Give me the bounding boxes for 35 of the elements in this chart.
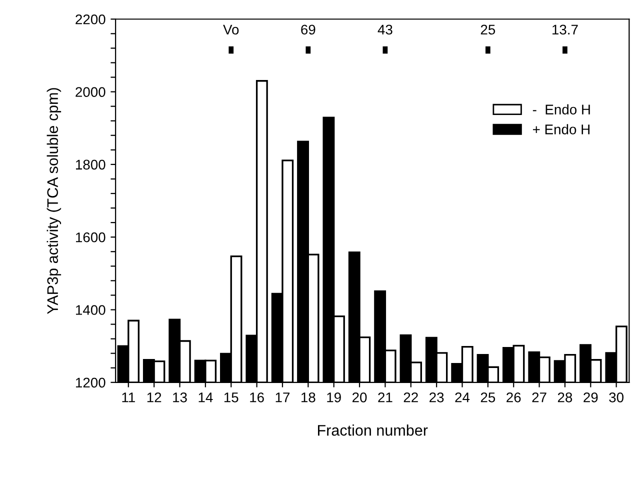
x-tick-label: 15 (224, 392, 238, 402)
x-tick-label: 25 (480, 392, 496, 402)
x-tick-label: 16 (250, 392, 264, 402)
ref-line-label: 13.7 (552, 24, 578, 35)
y-tick-label: 1400 (76, 305, 106, 315)
x-tick-label: 22 (404, 392, 418, 402)
ref-line-label: 25 (480, 24, 496, 35)
x-tick-label: 29 (584, 392, 598, 402)
legend-label: + Endo H (532, 124, 590, 134)
y-axis-title: YAP3p activity (TCA soluble cpm) (46, 88, 62, 314)
x-tick-label: 14 (198, 392, 213, 402)
x-tick-label: 23 (430, 392, 444, 402)
y-tick-label: 1800 (76, 160, 106, 170)
x-tick-label: 20 (352, 392, 367, 402)
x-axis-title: Fraction number (318, 424, 428, 436)
y-tick-label: 1200 (76, 378, 106, 388)
x-tick-label: 24 (455, 392, 470, 402)
x-tick-label: 17 (276, 392, 290, 402)
x-tick-label: 30 (609, 392, 624, 402)
x-tick-label: 26 (506, 392, 521, 402)
x-tick-label: 27 (532, 392, 546, 402)
x-tick-label: 18 (301, 392, 316, 402)
y-tick-label: 1600 (76, 232, 106, 242)
x-tick-label: 19 (327, 392, 341, 402)
ref-line-label: 43 (378, 24, 392, 35)
x-tick-label: 13 (173, 392, 187, 402)
x-tick-label: 28 (558, 392, 572, 402)
y-tick-label: 2200 (76, 14, 106, 24)
ref-line-label: Vo (223, 24, 239, 35)
ref-line-label: 69 (301, 24, 316, 35)
y-tick-label: 2000 (76, 87, 106, 97)
x-tick-label: 11 (122, 392, 135, 402)
x-tick-label: 21 (378, 392, 392, 402)
legend-label: - Endo H (532, 104, 590, 114)
x-tick-label: 12 (147, 392, 162, 402)
